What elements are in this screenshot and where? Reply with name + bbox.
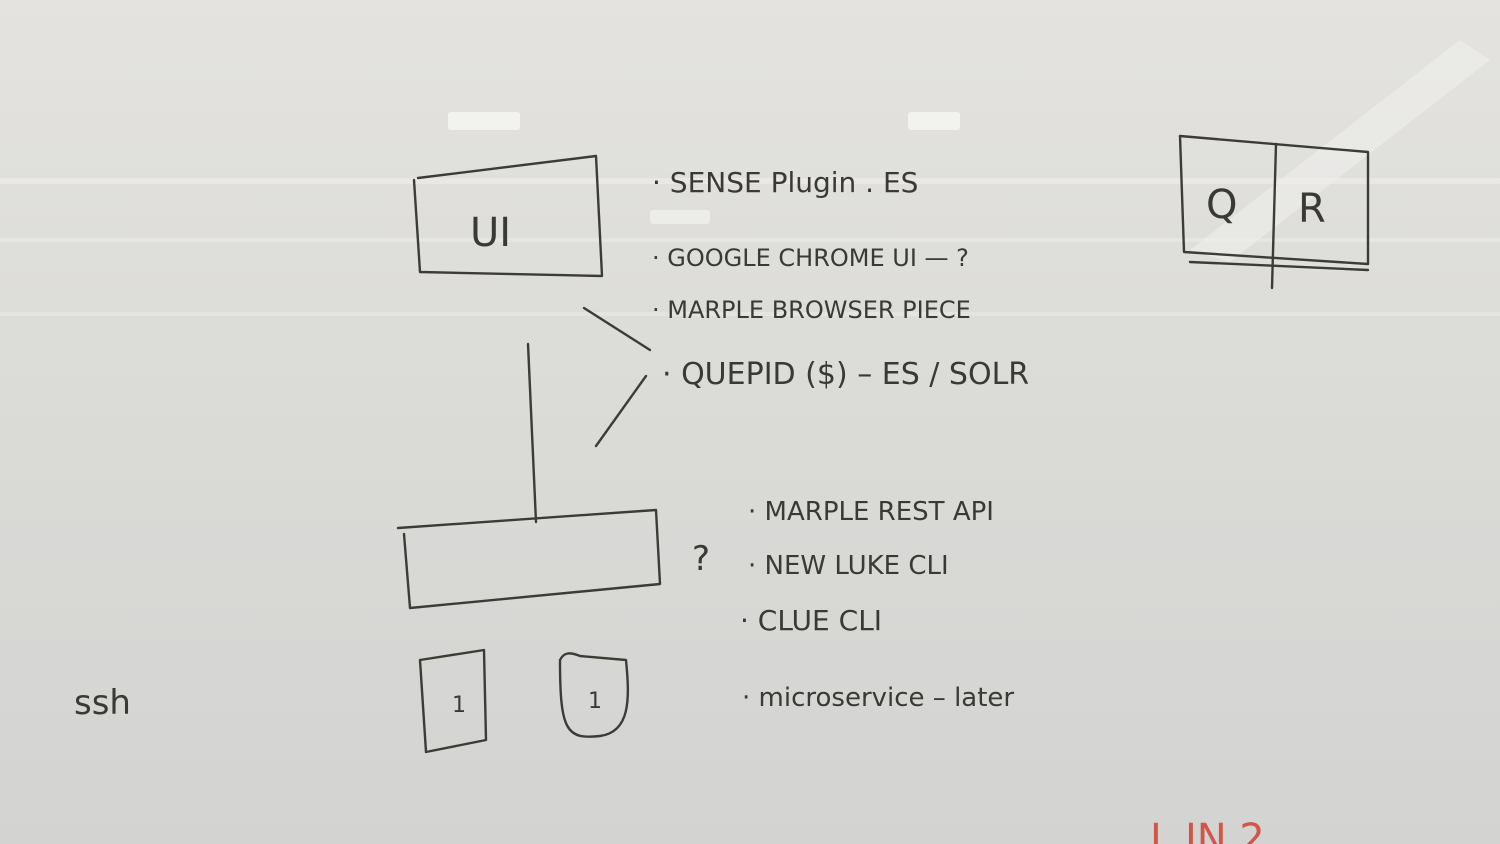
glare-diagonal <box>1190 40 1490 262</box>
qr-box <box>1178 134 1370 266</box>
red-text-fragment: L IN 2 <box>1150 816 1265 844</box>
backend-question-mark: ? <box>692 539 710 579</box>
q-label: Q <box>1206 182 1237 228</box>
qr-box-bottom-line <box>1188 260 1370 272</box>
light-reflections <box>0 40 1500 316</box>
ceiling-light-reflection <box>650 210 710 224</box>
glare-band <box>0 178 1500 184</box>
ui-option-marple-browser: · MARPLE BROWSER PIECE <box>652 296 971 324</box>
node-box-a <box>418 648 488 754</box>
backend-option-new-luke: · NEW LUKE CLI <box>748 551 949 581</box>
ui-box <box>412 154 604 278</box>
backend-option-marple-rest: · MARPLE REST API <box>748 497 994 527</box>
qr-divider <box>1270 142 1278 290</box>
connector-to-options-lower <box>594 374 648 448</box>
node-b-label: 1 <box>588 689 602 714</box>
backend-option-clue: · CLUE CLI <box>740 604 882 637</box>
node-box-b <box>558 652 630 738</box>
microservice-note: · microservice – later <box>742 683 1014 713</box>
connector-to-options-upper <box>582 306 652 352</box>
ssh-label: ssh <box>74 683 131 723</box>
ui-option-quepid: · QUEPID ($) – ES / SOLR <box>662 357 1029 392</box>
ui-option-google-chrome: · GOOGLE CHROME UI — ? <box>652 244 969 272</box>
ui-box-label: UI <box>470 210 511 256</box>
backend-box <box>396 508 662 610</box>
ceiling-light-reflection <box>908 112 960 130</box>
glare-band <box>0 238 1500 242</box>
connector-ui-to-backend <box>526 342 538 524</box>
ui-option-sense-plugin: · SENSE Plugin . ES <box>652 166 918 199</box>
ceiling-light-reflection <box>448 112 520 130</box>
glare-band <box>0 312 1500 316</box>
node-a-label: 1 <box>452 693 466 718</box>
r-label: R <box>1298 186 1326 232</box>
